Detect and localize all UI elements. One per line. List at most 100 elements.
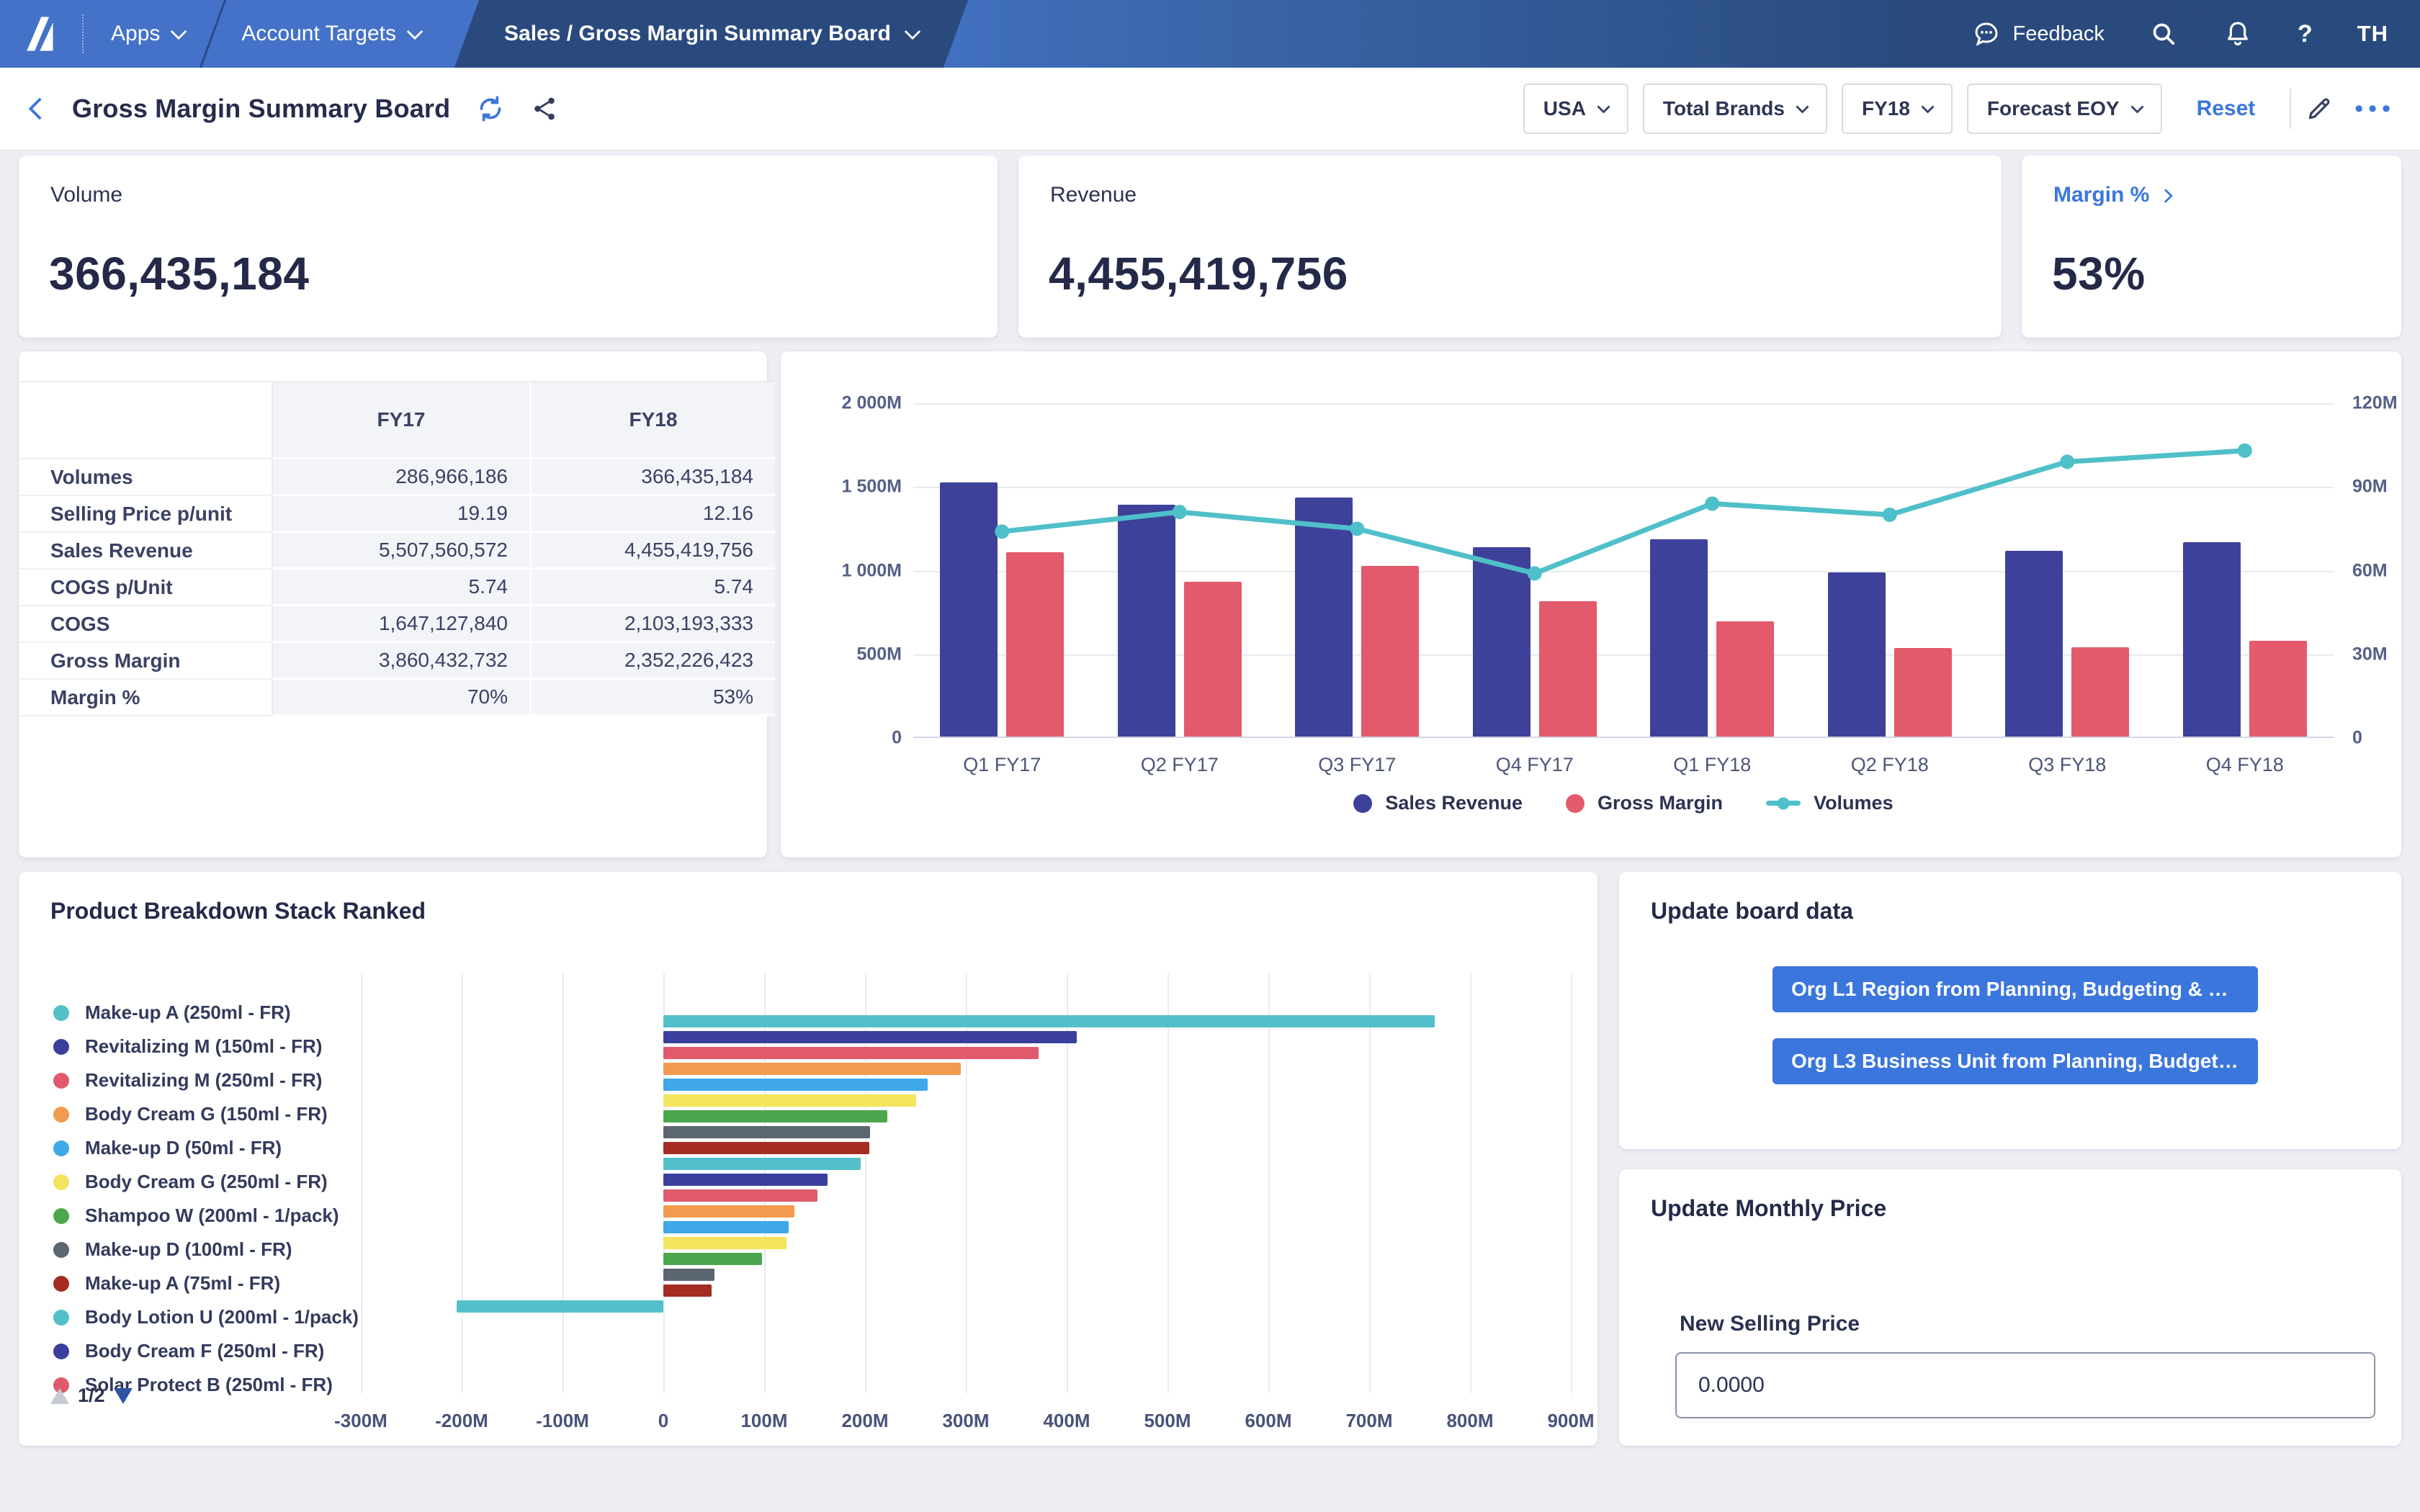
gross-margin-bar[interactable] — [1183, 581, 1242, 737]
sales-revenue-bar[interactable] — [1117, 505, 1175, 737]
value-cell[interactable]: 5.74 — [529, 570, 775, 606]
gross-margin-bar[interactable] — [1006, 552, 1065, 737]
sales-revenue-bar[interactable] — [1827, 572, 1886, 737]
volumes-data-point[interactable] — [2237, 443, 2252, 458]
search-icon[interactable] — [2149, 19, 2178, 48]
product-bar[interactable] — [663, 1142, 869, 1154]
help-icon[interactable]: ? — [2297, 19, 2313, 48]
product-bar[interactable] — [663, 1158, 861, 1170]
filter-dropdown-forecast-eoy[interactable]: Forecast EOY — [1966, 84, 2162, 134]
product-bar[interactable] — [663, 1205, 794, 1218]
product-bar[interactable] — [663, 1126, 870, 1138]
kpi-margin-link[interactable]: Margin % — [2053, 183, 2174, 207]
value-cell[interactable]: 2,352,226,423 — [529, 643, 775, 680]
sales-revenue-bar[interactable] — [2182, 542, 2241, 737]
apps-menu[interactable]: Apps — [84, 22, 212, 46]
reset-button[interactable]: Reset — [2196, 96, 2256, 120]
notifications-bell-icon[interactable] — [2223, 19, 2253, 49]
row-label-cell[interactable]: COGS p/Unit — [19, 570, 272, 606]
product-legend-item[interactable]: Body Cream F (250ml - FR) — [53, 1334, 359, 1368]
pager-down-icon[interactable] — [113, 1387, 133, 1404]
product-legend-item[interactable]: Make-up A (75ml - FR) — [53, 1266, 359, 1300]
volumes-data-point[interactable] — [2060, 454, 2075, 469]
legend-item[interactable]: Volumes — [1766, 792, 1894, 814]
gross-margin-bar[interactable] — [1716, 621, 1775, 737]
value-cell[interactable]: 53% — [529, 680, 775, 716]
gross-margin-bar[interactable] — [1894, 647, 1952, 737]
row-label-cell[interactable]: Sales Revenue — [19, 533, 272, 570]
product-bar[interactable] — [663, 1237, 786, 1249]
value-cell[interactable]: 1,647,127,840 — [272, 606, 529, 643]
product-bar[interactable] — [663, 1110, 887, 1122]
value-cell[interactable]: 70% — [272, 680, 529, 716]
new-selling-price-input[interactable] — [1675, 1352, 2375, 1418]
product-bar[interactable] — [663, 1174, 828, 1186]
gross-margin-bar[interactable] — [1361, 565, 1420, 737]
product-legend-item[interactable]: Revitalizing M (150ml - FR) — [53, 1030, 359, 1063]
filter-dropdown-total-brands[interactable]: Total Brands — [1642, 84, 1827, 134]
sales-revenue-bar[interactable] — [1650, 539, 1708, 737]
product-bar[interactable] — [663, 1047, 1039, 1059]
sales-revenue-bar[interactable] — [1472, 547, 1531, 737]
product-legend-item[interactable]: Revitalizing M (250ml - FR) — [53, 1063, 359, 1097]
volumes-data-point[interactable] — [1350, 521, 1365, 536]
value-cell[interactable]: 5.74 — [272, 570, 529, 606]
product-legend-item[interactable]: Make-up A (250ml - FR) — [53, 996, 359, 1030]
sales-revenue-bar[interactable] — [940, 482, 998, 737]
value-cell[interactable]: 3,860,432,732 — [272, 643, 529, 680]
product-bar[interactable] — [663, 1094, 917, 1107]
anaplan-logo[interactable] — [0, 12, 82, 55]
product-bar[interactable] — [457, 1300, 663, 1313]
value-cell[interactable]: 286,966,186 — [272, 459, 529, 496]
product-chart-plot[interactable] — [361, 973, 1572, 1393]
product-bar[interactable] — [663, 1284, 712, 1297]
product-bar[interactable] — [663, 1079, 928, 1091]
row-label-cell[interactable]: COGS — [19, 606, 272, 643]
volumes-data-point[interactable] — [1172, 505, 1187, 520]
product-bar[interactable] — [663, 1189, 818, 1202]
product-bar[interactable] — [663, 1221, 789, 1233]
volumes-data-point[interactable] — [1527, 566, 1542, 581]
product-legend-item[interactable]: Body Cream G (250ml - FR) — [53, 1165, 359, 1199]
product-bar[interactable] — [663, 1269, 715, 1281]
user-avatar[interactable]: TH — [2357, 21, 2388, 46]
pager-up-icon[interactable] — [50, 1387, 69, 1404]
row-label-cell[interactable]: Volumes — [19, 459, 272, 496]
comparison-table[interactable]: FY17 FY18 Volumes 286,966,186 366,435,184 Se… — [19, 381, 775, 716]
product-bar[interactable] — [663, 1063, 961, 1075]
org-l1-region-button[interactable]: Org L1 Region from Planning, Budgeting &… — [1773, 966, 2258, 1012]
gross-margin-bar[interactable] — [2071, 647, 2130, 737]
product-legend-item[interactable]: Body Cream G (150ml - FR) — [53, 1097, 359, 1131]
filter-dropdown-usa[interactable]: USA — [1523, 84, 1628, 134]
product-bar[interactable] — [663, 1015, 1435, 1027]
legend-item[interactable]: Gross Margin — [1566, 792, 1723, 814]
active-board-tab[interactable]: Sales / Gross Margin Summary Board — [454, 0, 968, 68]
org-l3-business-unit-button[interactable]: Org L3 Business Unit from Planning, Budg… — [1773, 1038, 2258, 1084]
row-label-cell[interactable]: Selling Price p/unit — [19, 496, 272, 533]
product-legend-item[interactable]: Shampoo W (200ml - 1/pack) — [53, 1199, 359, 1233]
refresh-icon[interactable] — [476, 94, 505, 123]
main-chart-plot[interactable] — [913, 403, 2334, 738]
product-legend-item[interactable]: Make-up D (100ml - FR) — [53, 1233, 359, 1266]
edit-pencil-icon[interactable] — [2305, 95, 2333, 122]
feedback-button[interactable]: Feedback — [1971, 19, 2105, 49]
workspace-menu[interactable]: Account Targets — [214, 22, 448, 46]
row-label-cell[interactable]: Gross Margin — [19, 643, 272, 680]
value-cell[interactable]: 19.19 — [272, 496, 529, 533]
gross-margin-bar[interactable] — [2249, 641, 2307, 737]
product-bar[interactable] — [663, 1031, 1077, 1043]
volumes-data-point[interactable] — [995, 524, 1010, 539]
gross-margin-bar[interactable] — [1538, 600, 1597, 737]
product-legend-item[interactable]: Body Lotion U (200ml - 1/pack) — [53, 1300, 359, 1334]
row-label-cell[interactable]: Margin % — [19, 680, 272, 716]
more-options-button[interactable]: ••• — [2354, 94, 2396, 122]
share-icon[interactable] — [531, 95, 558, 122]
filter-dropdown-fy18[interactable]: FY18 — [1841, 84, 1953, 134]
product-bar[interactable] — [663, 1253, 763, 1265]
sales-revenue-bar[interactable] — [1295, 497, 1353, 737]
sales-revenue-bar[interactable] — [2005, 550, 2063, 737]
value-cell[interactable]: 5,507,560,572 — [272, 533, 529, 570]
volumes-data-point[interactable] — [1705, 496, 1720, 511]
product-legend-item[interactable]: Make-up D (50ml - FR) — [53, 1131, 359, 1165]
back-button[interactable] — [28, 97, 51, 120]
